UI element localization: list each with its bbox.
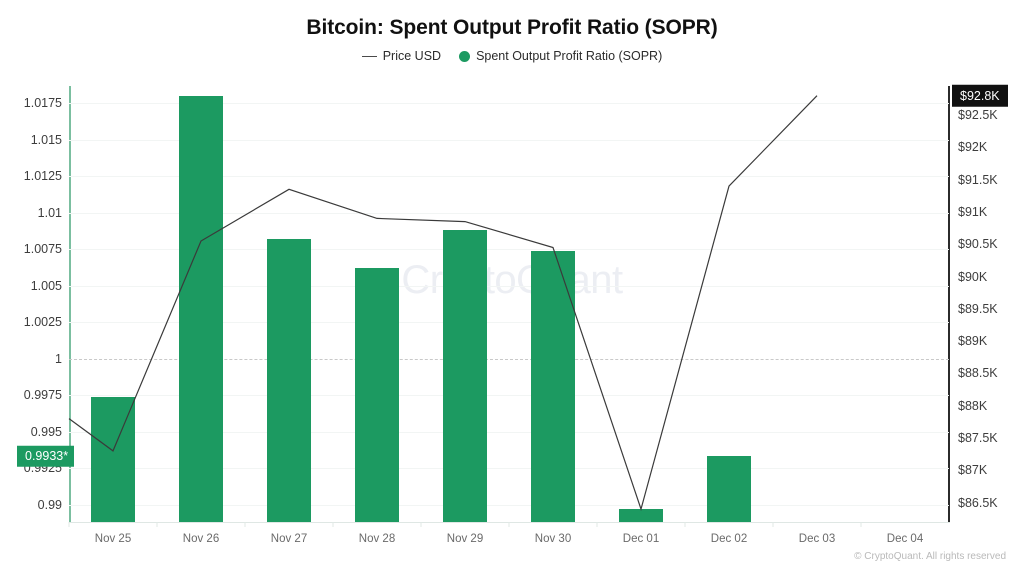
right-axis-tick-label: $87.5K: [958, 431, 998, 446]
legend-item-sopr[interactable]: Spent Output Profit Ratio (SOPR): [459, 49, 662, 63]
left-axis-tick-label: 1.005: [30, 278, 62, 293]
left-axis-tick-label: 0.99: [37, 497, 62, 512]
right-axis-tick-label: $89K: [958, 334, 988, 349]
left-axis-tick-label: 1.0025: [23, 315, 62, 330]
left-axis-tick-label: 0.9975: [23, 388, 62, 403]
left-axis-tick-label: 1.015: [30, 132, 62, 147]
x-axis-tick: [596, 522, 598, 527]
x-axis-tick: [772, 522, 774, 527]
x-axis-tick-label: Nov 29: [446, 533, 484, 545]
bar[interactable]: [179, 96, 223, 522]
right-axis-tick-label: $87K: [958, 463, 988, 478]
bottom-axis-line: [69, 522, 950, 523]
bar[interactable]: [267, 239, 311, 522]
x-axis-tick-label: Dec 03: [798, 533, 836, 545]
left-axis-tick-label: 0.995: [30, 424, 62, 439]
copyright-footer: © CryptoQuant. All rights reserved: [854, 551, 1006, 562]
x-axis-tick: [68, 522, 70, 527]
bar[interactable]: [619, 508, 663, 522]
status-badge-sopr-current: 0.9933*: [17, 446, 75, 467]
x-axis-tick: [332, 522, 334, 527]
bar[interactable]: [91, 396, 135, 522]
page-title: Bitcoin: Spent Output Profit Ratio (SOPR…: [306, 16, 718, 39]
x-axis-tick-label: Dec 04: [886, 533, 924, 545]
x-axis-tick-label: Dec 02: [710, 533, 748, 545]
legend-label-price-usd: Price USD: [382, 49, 442, 63]
legend-item-price-usd[interactable]: Price USD: [361, 49, 442, 63]
left-axis-tick-label: 1.0175: [23, 96, 62, 111]
right-axis-spine: [948, 86, 950, 523]
bar[interactable]: [531, 250, 575, 522]
status-badge-price-current: $92.8K: [952, 84, 1008, 107]
x-axis-tick-label: Nov 27: [270, 533, 308, 545]
left-axis-labels: 1.0175 1.015 1.0125 1.01 1.0075 1.005 1.0025 1 0…: [0, 0, 62, 576]
right-axis-tick-label: $92K: [958, 140, 988, 155]
dot-marker-icon: [459, 50, 471, 62]
left-axis-tick-label: 1: [55, 351, 62, 366]
legend-label-sopr: Spent Output Profit Ratio (SOPR): [476, 49, 663, 63]
right-axis-tick-label: $89.5K: [958, 301, 998, 316]
x-axis-tick: [244, 522, 246, 527]
bar[interactable]: [443, 230, 487, 522]
bar[interactable]: [355, 268, 399, 522]
left-axis-tick-label: 1.0125: [23, 169, 62, 184]
right-axis-tick-label: $91K: [958, 204, 988, 219]
x-axis-tick-label: Nov 25: [94, 533, 132, 545]
right-axis-tick-label: $88K: [958, 398, 988, 413]
x-axis-tick-label: Nov 26: [182, 533, 220, 545]
line-marker-icon: [361, 55, 377, 57]
x-axis-tick: [860, 522, 862, 527]
right-axis-tick-label: $90.5K: [958, 237, 998, 252]
right-axis-labels: $92.5K $92K $91.5K $91K $90.5K $90K $89.5K $89K…: [958, 0, 1024, 576]
right-axis-tick-label: $88.5K: [958, 366, 998, 381]
right-axis-tick-label: $86.5K: [958, 495, 998, 510]
x-axis-tick-label: Nov 28: [358, 533, 396, 545]
x-axis-tick: [420, 522, 422, 527]
left-axis-tick-label: 1.01: [37, 205, 62, 220]
x-axis-tick: [684, 522, 686, 527]
right-axis-tick-label: $92.5K: [958, 108, 998, 123]
x-axis-tick: [156, 522, 158, 527]
plot-area: [69, 86, 949, 522]
left-axis-tick-label: 1.0075: [23, 242, 62, 257]
bar[interactable]: [707, 456, 751, 522]
chart-legend: Price USD Spent Output Profit Ratio (SOP…: [0, 49, 1024, 63]
x-axis-tick-label: Nov 30: [534, 533, 572, 545]
right-axis-tick-label: $90K: [958, 269, 988, 284]
x-axis-tick: [508, 522, 510, 527]
right-axis-tick-label: $91.5K: [958, 172, 998, 187]
x-axis-tick-label: Dec 01: [622, 533, 660, 545]
